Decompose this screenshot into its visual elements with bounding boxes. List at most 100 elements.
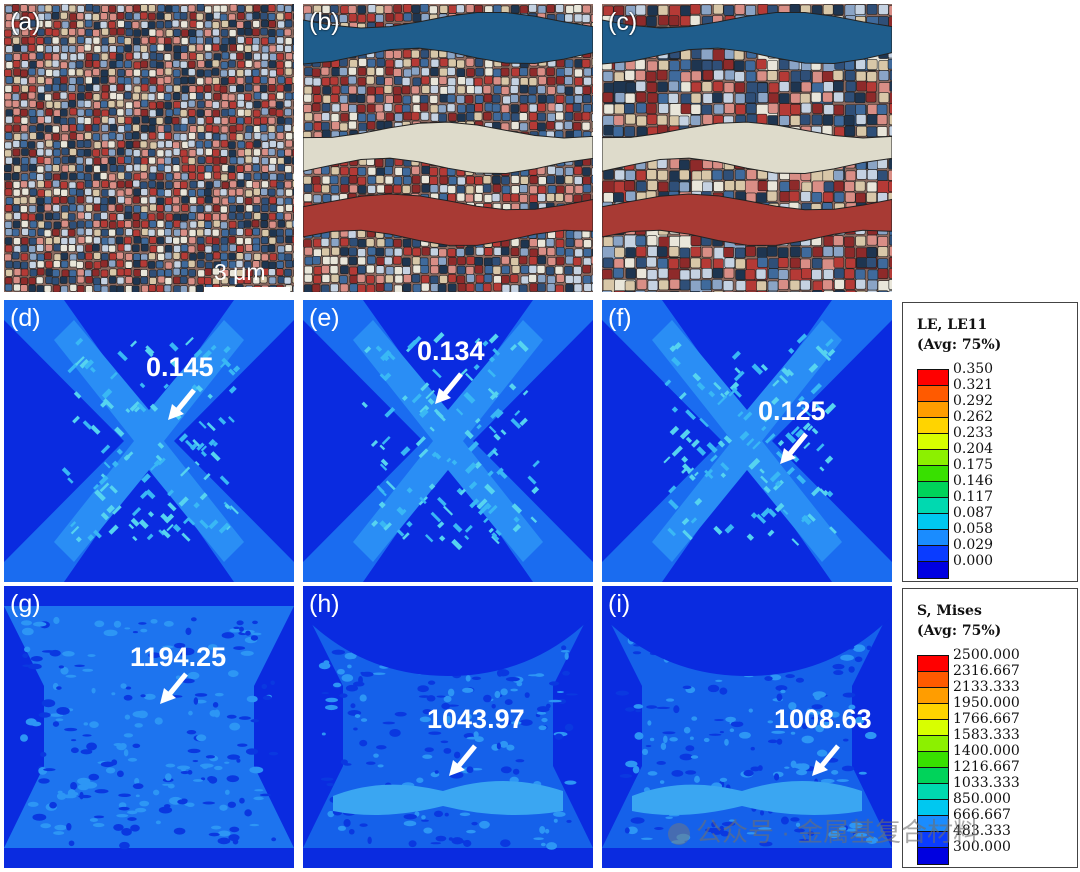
legend-swatch bbox=[918, 832, 948, 848]
legend-ticks: 2500.000 2316.667 2133.333 1950.000 1766.667… bbox=[953, 647, 1020, 855]
legend-swatch bbox=[918, 784, 948, 800]
panel-label: (i) bbox=[608, 590, 631, 618]
legend-swatch bbox=[918, 768, 948, 784]
legend-tick-label: 1950.000 bbox=[953, 695, 1020, 711]
panel-label: (f) bbox=[608, 304, 632, 332]
panel-label: (e) bbox=[309, 304, 340, 332]
legend-tick-label: 0.058 bbox=[953, 521, 994, 537]
max-stress-value: 1194.25 bbox=[130, 642, 227, 672]
max-strain-value: 0.145 bbox=[146, 352, 214, 382]
legend-tick-label: 300.000 bbox=[953, 839, 1011, 855]
panel-h: (h) 1043.97 bbox=[303, 586, 593, 868]
panel-label: (g) bbox=[10, 590, 41, 618]
legend-swatch bbox=[918, 848, 948, 864]
legend-tick-label: 483.333 bbox=[953, 823, 1011, 839]
panel-e: (e) 0.134 bbox=[303, 300, 593, 582]
scale-bar-line bbox=[204, 287, 290, 292]
legend-tick-label: 850.000 bbox=[953, 791, 1011, 807]
max-strain-value: 0.134 bbox=[417, 336, 485, 366]
legend-tick-label: 0.146 bbox=[953, 473, 994, 489]
panel-f: (f) 0.125 bbox=[602, 300, 892, 582]
panel-i: (i) 1008.63 bbox=[602, 586, 892, 868]
legend-swatch bbox=[918, 736, 948, 752]
legend-swatch bbox=[918, 466, 948, 482]
legend-subtitle: (Avg: 75%) bbox=[917, 337, 1002, 353]
legend-tick-label: 0.233 bbox=[953, 425, 994, 441]
panel-a: (a) 3 μm bbox=[4, 4, 294, 292]
legend-swatch bbox=[918, 800, 948, 816]
legend-tick-label: 0.117 bbox=[953, 489, 994, 505]
panel-c: (c) bbox=[602, 4, 892, 292]
legend-tick-label: 1766.667 bbox=[953, 711, 1020, 727]
wechat-logo-icon bbox=[668, 823, 690, 846]
grain-map-banded bbox=[303, 4, 593, 292]
arrow-icon bbox=[168, 388, 196, 420]
legend-swatch bbox=[918, 482, 948, 498]
legend-swatch bbox=[918, 720, 948, 736]
legend-swatch bbox=[918, 546, 948, 562]
panel-label: (d) bbox=[10, 304, 41, 332]
panel-d: (d) 0.145 bbox=[4, 300, 294, 582]
legend-swatch bbox=[918, 816, 948, 832]
legend-subtitle: (Avg: 75%) bbox=[917, 623, 1002, 639]
stress-legend: S, Mises (Avg: 75%) 2500.000 2316.667 2133.… bbox=[902, 588, 1078, 868]
legend-tick-label: 1583.333 bbox=[953, 727, 1020, 743]
legend-colorbar bbox=[917, 655, 949, 865]
legend-tick-label: 2316.667 bbox=[953, 663, 1020, 679]
legend-swatch bbox=[918, 672, 948, 688]
legend-swatch bbox=[918, 450, 948, 466]
legend-swatch bbox=[918, 498, 948, 514]
arrow-icon bbox=[780, 432, 808, 464]
panel-label: (b) bbox=[309, 8, 340, 36]
arrow-icon bbox=[160, 672, 188, 704]
legend-swatch bbox=[918, 370, 948, 386]
watermark-text: 公众号 · 金属基复合材料 bbox=[696, 817, 980, 847]
legend-swatch bbox=[918, 704, 948, 720]
grain-map-banded-coarse bbox=[602, 4, 892, 292]
legend-swatch bbox=[918, 402, 948, 418]
panel-label: (a) bbox=[10, 8, 41, 36]
strain-contour bbox=[602, 300, 892, 582]
grain-map-fine bbox=[4, 4, 294, 292]
legend-swatch bbox=[918, 514, 948, 530]
max-stress-value: 1043.97 bbox=[427, 704, 525, 734]
watermark: 公众号 · 金属基复合材料 bbox=[668, 812, 979, 849]
stress-contour bbox=[4, 586, 294, 868]
stress-contour bbox=[303, 586, 593, 868]
arrow-icon bbox=[812, 744, 840, 776]
panel-b: (b) bbox=[303, 4, 593, 292]
legend-tick-label: 2133.333 bbox=[953, 679, 1020, 695]
scale-bar: 3 μm bbox=[204, 252, 294, 292]
panel-label: (h) bbox=[309, 590, 340, 618]
panel-g: (g) 1194.25 bbox=[4, 586, 294, 868]
legend-title: LE, LE11 bbox=[917, 317, 988, 333]
max-stress-value: 1008.63 bbox=[774, 704, 872, 734]
legend-title: S, Mises bbox=[917, 603, 982, 619]
legend-tick-label: 0.321 bbox=[953, 377, 994, 393]
legend-tick-label: 1216.667 bbox=[953, 759, 1020, 775]
legend-tick-label: 0.087 bbox=[953, 505, 994, 521]
legend-tick-label: 0.175 bbox=[953, 457, 994, 473]
strain-legend: LE, LE11 (Avg: 75%) 0.350 0.321 0.292 0.262 0… bbox=[902, 302, 1078, 582]
legend-tick-label: 0.262 bbox=[953, 409, 994, 425]
legend-swatch bbox=[918, 530, 948, 546]
strain-contour bbox=[303, 300, 593, 582]
panel-label: (c) bbox=[608, 8, 638, 36]
legend-tick-label: 0.292 bbox=[953, 393, 994, 409]
arrow-icon bbox=[449, 744, 477, 776]
legend-swatch bbox=[918, 688, 948, 704]
legend-tick-label: 0.029 bbox=[953, 537, 994, 553]
legend-colorbar bbox=[917, 369, 949, 579]
legend-swatch bbox=[918, 562, 948, 578]
max-strain-value: 0.125 bbox=[758, 396, 826, 426]
scale-bar-label: 3 μm bbox=[214, 259, 266, 285]
legend-tick-label: 0.204 bbox=[953, 441, 994, 457]
legend-tick-label: 0.350 bbox=[953, 361, 994, 377]
arrow-icon bbox=[435, 372, 463, 404]
legend-tick-label: 1400.000 bbox=[953, 743, 1020, 759]
legend-tick-label: 0.000 bbox=[953, 553, 994, 569]
stress-contour bbox=[602, 586, 892, 868]
legend-swatch bbox=[918, 434, 948, 450]
legend-swatch bbox=[918, 418, 948, 434]
legend-swatch bbox=[918, 386, 948, 402]
